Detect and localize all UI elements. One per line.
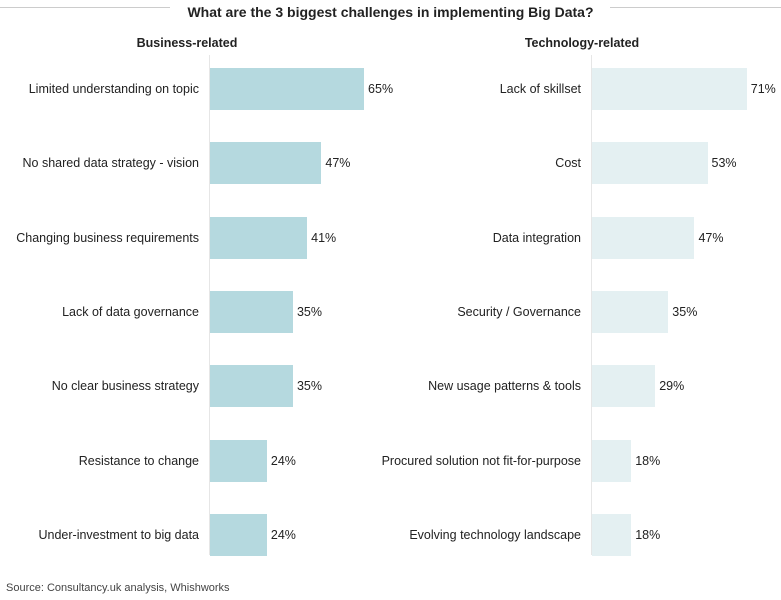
bar [210, 439, 267, 482]
data-label: 35% [296, 379, 322, 394]
category-label: New usage patterns & tools [428, 379, 581, 394]
bar [592, 68, 747, 110]
category-label: No shared data strategy - vision [22, 156, 199, 171]
bar [592, 142, 708, 185]
category-label: Lack of data governance [62, 304, 199, 319]
title-rule-right [610, 7, 781, 8]
bar [592, 513, 632, 556]
chart-title: What are the 3 biggest challenges in imp… [187, 4, 594, 20]
data-label: 47% [698, 230, 724, 245]
data-label: 35% [672, 304, 698, 319]
data-label: 24% [270, 453, 296, 468]
source-note: Source: Consultancy.uk analysis, Whishwo… [6, 582, 230, 594]
bar [592, 439, 632, 482]
data-label: 47% [325, 156, 351, 171]
category-label: Procured solution not fit-for-purpose [381, 453, 581, 468]
data-label: 71% [750, 82, 776, 96]
bar [210, 290, 293, 333]
data-label: 18% [635, 527, 661, 542]
bar [592, 290, 669, 333]
panel-title: Technology-related [524, 36, 640, 50]
panel-title: Business-related [136, 36, 238, 50]
category-label: Limited understanding on topic [28, 82, 199, 96]
data-label: 18% [635, 453, 661, 468]
category-label: Cost [555, 156, 581, 171]
title-rule-left [0, 7, 170, 8]
category-label: Resistance to change [78, 453, 199, 468]
bar [210, 68, 365, 110]
data-label: 35% [296, 304, 322, 319]
data-label: 41% [311, 230, 337, 245]
axis-line [209, 55, 210, 555]
bar [210, 216, 308, 259]
data-label: 53% [711, 156, 737, 171]
axis-line [591, 55, 592, 555]
category-label: Under-investment to big data [38, 527, 199, 542]
bar [592, 216, 695, 259]
bar [210, 365, 293, 408]
category-label: Lack of skillset [499, 82, 581, 96]
bar [210, 142, 322, 185]
data-label: 24% [270, 527, 296, 542]
category-label: No clear business strategy [51, 379, 199, 394]
data-label: 29% [659, 379, 685, 394]
bar [210, 513, 267, 556]
category-label: Data integration [492, 230, 581, 245]
category-label: Security / Governance [457, 304, 581, 319]
data-label: 65% [368, 82, 394, 96]
category-label: Changing business requirements [16, 230, 199, 245]
bar [592, 365, 656, 408]
category-label: Evolving technology landscape [409, 527, 581, 542]
